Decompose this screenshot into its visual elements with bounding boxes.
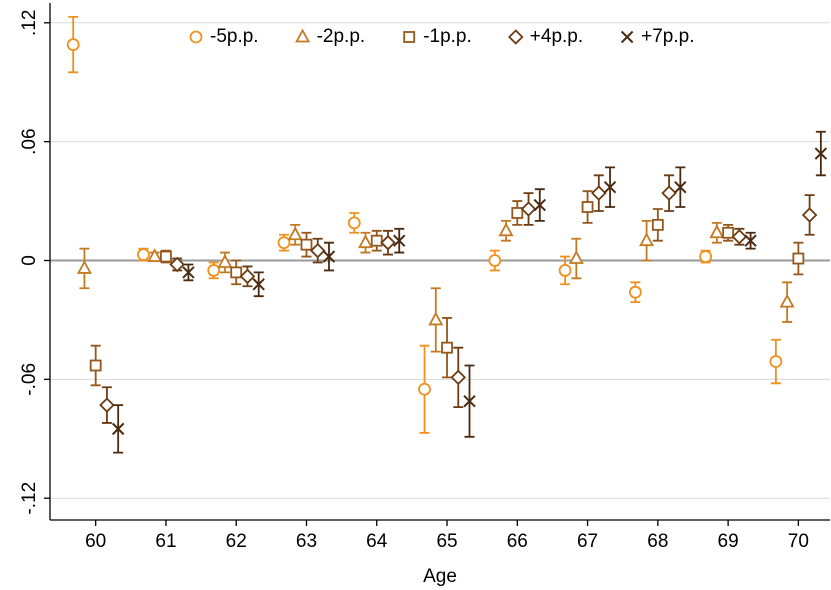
marker	[450, 369, 467, 386]
marker	[309, 242, 326, 259]
marker	[463, 394, 476, 408]
marker	[357, 234, 374, 249]
marker	[801, 207, 818, 223]
series	[89, 190, 805, 387]
y-tick-label: -.06	[19, 363, 40, 396]
marker	[160, 250, 172, 263]
marker	[744, 234, 757, 247]
marker	[89, 359, 102, 372]
legend-label: -1p.p.	[423, 26, 472, 47]
marker	[508, 29, 524, 45]
legend-label: -5p.p.	[210, 26, 259, 47]
series	[99, 174, 818, 424]
marker	[418, 382, 431, 396]
marker	[380, 234, 396, 251]
marker	[347, 216, 361, 230]
marker	[189, 30, 203, 44]
x-tick-label: 64	[366, 531, 388, 552]
x-tick-label: 68	[647, 531, 668, 552]
y-tick-label: .12	[19, 10, 40, 36]
marker	[295, 28, 311, 43]
marker	[533, 198, 546, 212]
legend-label: +4p.p.	[530, 26, 583, 47]
x-tick-label: 69	[718, 531, 739, 552]
marker	[603, 181, 617, 194]
x-tick-label: 60	[85, 531, 106, 552]
marker	[558, 264, 572, 277]
marker	[428, 311, 444, 326]
marker	[651, 218, 664, 231]
x-tick-label: 70	[788, 531, 809, 552]
marker	[111, 422, 125, 436]
x-tick-label: 65	[436, 531, 457, 552]
marker	[287, 226, 303, 241]
x-tick-label: 67	[577, 531, 598, 552]
legend-label: +7p.p.	[641, 26, 694, 47]
marker	[488, 254, 502, 267]
marker	[322, 250, 336, 263]
marker	[628, 285, 642, 299]
marker	[639, 232, 655, 247]
marker	[182, 266, 195, 279]
marker	[76, 260, 92, 274]
x-tick-label: 62	[226, 531, 247, 552]
marker	[792, 252, 805, 265]
y-tick-label: 0	[19, 255, 40, 266]
marker	[591, 185, 607, 201]
marker	[230, 266, 243, 279]
marker	[520, 201, 537, 217]
series	[66, 15, 783, 434]
legend: -5p.p. -2p.p. -1p.p. +4p.p. +7p.p.	[189, 26, 695, 47]
marker	[769, 355, 783, 368]
x-axis-label: Age	[423, 566, 457, 587]
marker	[147, 248, 163, 262]
series	[76, 219, 795, 353]
marker	[137, 248, 150, 261]
marker	[498, 222, 514, 237]
marker	[403, 31, 416, 43]
marker	[511, 207, 524, 219]
marker	[99, 397, 115, 413]
marker	[620, 30, 634, 44]
legend-label: -2p.p.	[317, 26, 366, 47]
marker	[699, 250, 713, 263]
marker	[252, 278, 265, 291]
marker	[239, 268, 256, 285]
marker	[722, 226, 735, 239]
y-tick-label: .06	[19, 128, 40, 154]
marker	[370, 234, 383, 247]
x-tick-label: 61	[155, 531, 176, 552]
marker	[674, 181, 687, 194]
marker	[300, 238, 313, 251]
marker	[393, 234, 406, 247]
marker	[581, 201, 594, 213]
marker	[277, 236, 291, 250]
marker	[441, 341, 453, 354]
marker	[217, 254, 233, 268]
y-tick-label: -.12	[19, 482, 40, 515]
marker	[731, 228, 748, 245]
marker	[207, 264, 221, 277]
series	[111, 130, 828, 454]
x-tick-label: 63	[296, 531, 317, 552]
marker	[169, 256, 185, 273]
marker	[568, 250, 584, 264]
marker	[709, 224, 725, 239]
marker	[779, 293, 795, 308]
marker	[66, 38, 80, 51]
x-tick-label: 66	[507, 531, 528, 552]
marker	[814, 147, 828, 160]
marker	[661, 185, 677, 201]
